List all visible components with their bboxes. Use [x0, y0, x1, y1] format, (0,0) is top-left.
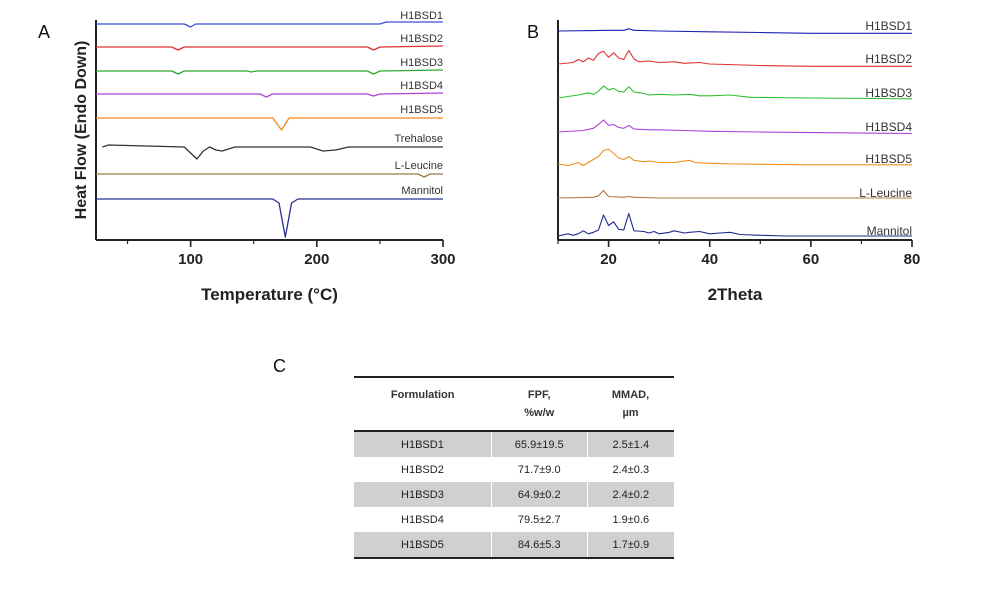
series-line-mannitol [557, 212, 912, 237]
xrd-pattern-chart: 20 40 60 80 2Theta H1BSD1 H1BSD2 H1BSD3 H1BSD4 H1… [557, 19, 921, 304]
series-line-mannitol [96, 198, 443, 238]
x-tick-label: 200 [304, 251, 329, 268]
series-label-h1bsd2: H1BSD2 [865, 52, 912, 66]
series-line-h1bsd5 [557, 148, 912, 167]
x-axis-title: 2Theta [708, 285, 763, 304]
x-tick-label: 20 [600, 251, 617, 268]
series-label-h1bsd1: H1BSD1 [400, 10, 443, 22]
series-line-h1bsd2 [557, 49, 912, 67]
series-line-h1bsd4 [557, 119, 913, 135]
panel-c-label: C [273, 356, 286, 376]
series-label-h1bsd5: H1BSD5 [400, 104, 443, 116]
table-row: H1BSD2 71.7±9.0 2.4±0.3 [354, 457, 674, 482]
y-axis-title: Heat Flow (Endo Down) [73, 41, 90, 220]
formulation-cell: H1BSD4 [401, 513, 444, 526]
table-row: H1BSD5 84.6±5.3 1.7±0.9 [354, 532, 674, 559]
series-label-trehalose: Trehalose [394, 133, 443, 145]
mmad-cell: 2.4±0.3 [586, 457, 674, 482]
formulation-cell: H1BSD2 [401, 463, 444, 476]
mmad-cell: 1.9±0.6 [586, 507, 674, 532]
table-header-row: Formulation FPF, %w/w MMAD, µm [354, 376, 674, 432]
column-header-formulation: Formulation [354, 376, 492, 432]
fpf-cell: 84.6±5.3 [490, 532, 588, 559]
series-label-h1bsd1: H1BSD1 [865, 19, 912, 33]
mmad-cell: 1.7±0.9 [586, 532, 674, 559]
fpf-cell: 71.7±9.0 [490, 457, 588, 482]
fpf-cell: 79.5±2.7 [490, 507, 588, 532]
mmad-cell: 2.4±0.2 [586, 482, 674, 507]
formulation-cell: H1BSD1 [354, 431, 492, 457]
x-tick-label: 300 [430, 251, 455, 268]
series-label-l-leucine: L-Leucine [859, 186, 912, 200]
series-label-h1bsd3: H1BSD3 [865, 86, 912, 100]
formulation-cell: H1BSD5 [354, 532, 492, 559]
series-label-h1bsd4: H1BSD4 [400, 80, 443, 92]
series-line-h1bsd5 [96, 117, 443, 131]
table-row: H1BSD1 65.9±19.5 2.5±1.4 [354, 431, 674, 457]
series-line-l-leucine [96, 173, 443, 178]
series-label-h1bsd5: H1BSD5 [865, 152, 912, 166]
aerosol-performance-table: Formulation FPF, %w/w MMAD, µm H1BSD1 65.9±19… [354, 376, 674, 559]
series-label-l-leucine: L-Leucine [395, 160, 443, 172]
fpf-cell: 64.9±0.2 [490, 482, 588, 507]
formulation-cell: H1BSD3 [354, 482, 492, 507]
series-line-h1bsd4 [96, 92, 444, 98]
series-label-mannitol: Mannitol [867, 224, 912, 238]
x-axis-title: Temperature (°C) [201, 285, 338, 304]
series-line-h1bsd1 [96, 21, 443, 28]
x-tick-label: 60 [803, 251, 820, 268]
table-row: H1BSD4 79.5±2.7 1.9±0.6 [354, 507, 674, 532]
mmad-cell: 2.5±1.4 [586, 431, 674, 457]
series-line-h1bsd2 [96, 45, 444, 51]
series-label-h1bsd2: H1BSD2 [400, 33, 443, 45]
panel-b-label: B [527, 22, 540, 42]
column-header-mmad: MMAD, µm [587, 376, 674, 432]
x-tick-label: 80 [904, 251, 921, 268]
table-row: H1BSD3 64.9±0.2 2.4±0.2 [354, 482, 674, 507]
series-line-h1bsd3 [96, 69, 444, 75]
series-label-h1bsd3: H1BSD3 [400, 57, 443, 69]
series-line-trehalose [102, 144, 443, 160]
series-line-h1bsd3 [557, 85, 913, 100]
x-tick-label: 40 [701, 251, 718, 268]
panel-a-label: A [38, 22, 51, 42]
x-tick-label: 100 [178, 251, 203, 268]
column-header-fpf: FPF, %w/w [491, 376, 588, 432]
series-line-h1bsd1 [557, 28, 912, 34]
fpf-cell: 65.9±19.5 [490, 431, 588, 457]
series-label-h1bsd4: H1BSD4 [865, 120, 912, 134]
series-line-l-leucine [557, 189, 912, 199]
dsc-thermogram-chart: 100 200 300 Temperature (°C) Heat Flow (Endo… [73, 10, 456, 304]
series-label-mannitol: Mannitol [401, 185, 443, 197]
